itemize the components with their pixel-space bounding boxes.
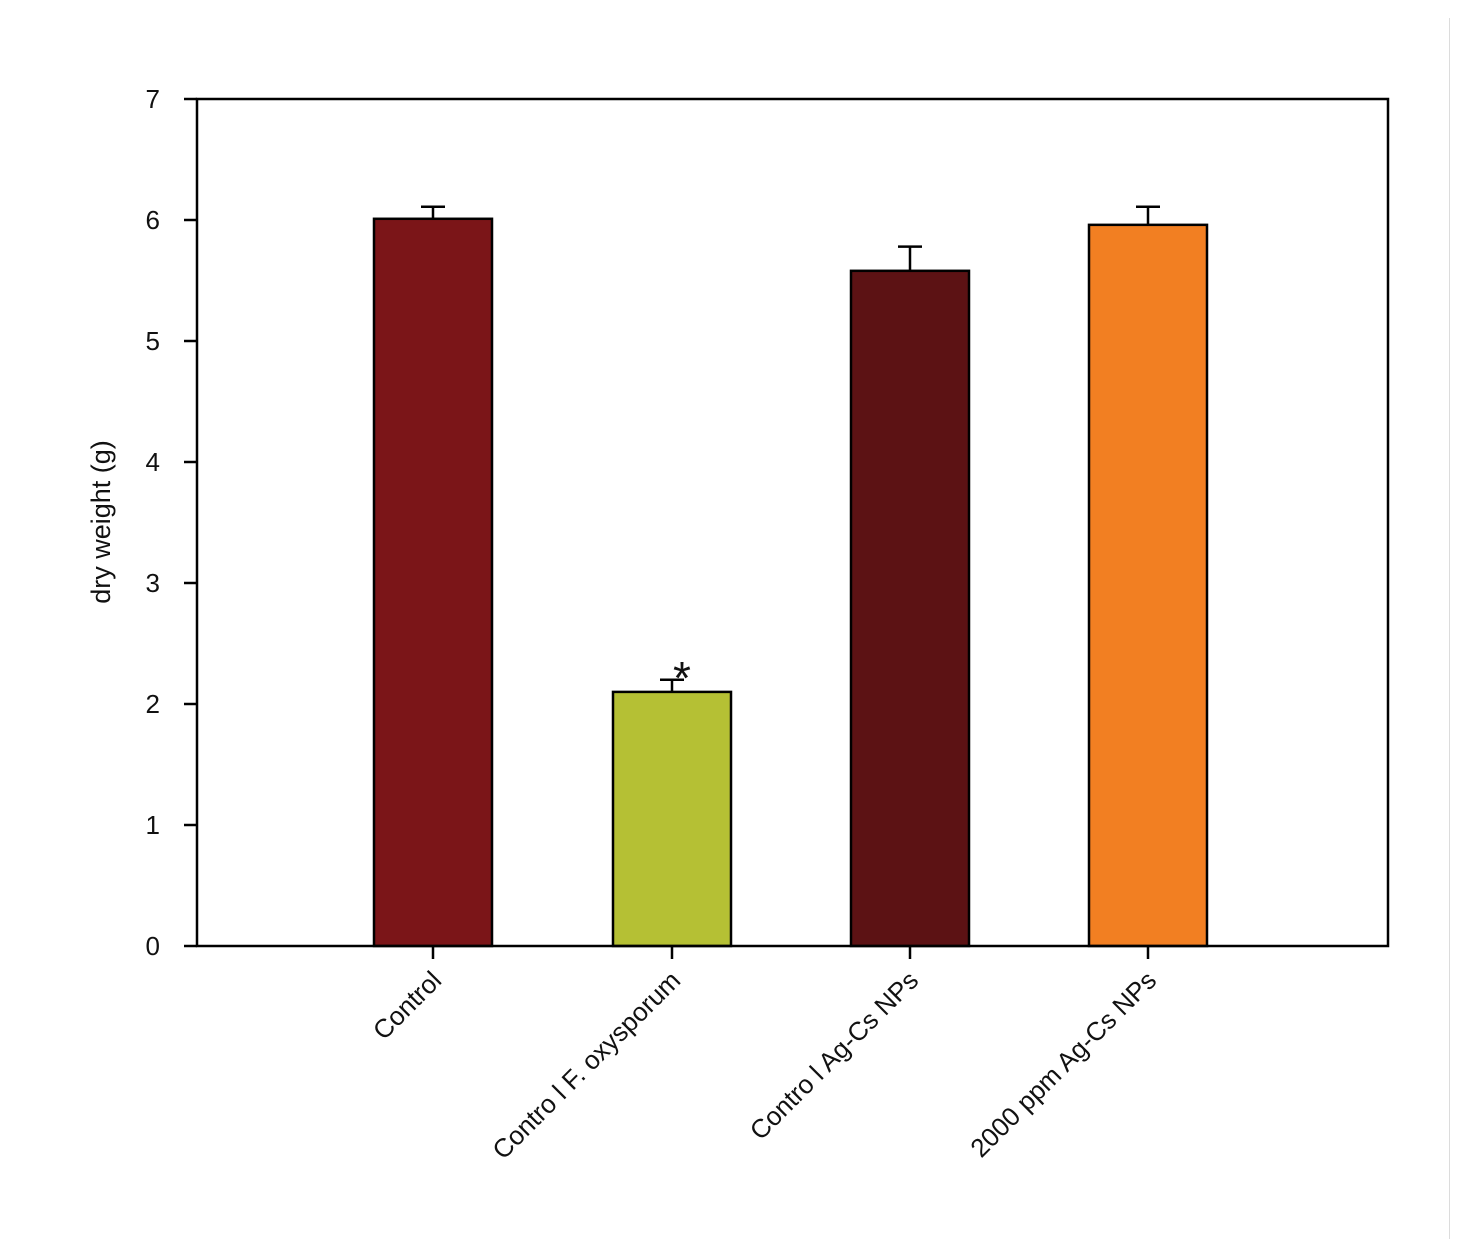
y-tick-label: 2 [146, 689, 160, 719]
bar [1087, 223, 1209, 948]
significance-asterisk: * [673, 652, 691, 704]
plot-frame [195, 97, 1390, 948]
bar [849, 269, 971, 948]
x-axis: Control Contro l F. oxysporum Contro l Ag-… [367, 946, 1162, 1165]
y-tick-label: 1 [146, 810, 160, 840]
bar [372, 217, 494, 948]
y-tick-label: 3 [146, 568, 160, 598]
plot-marks: * [372, 205, 1209, 948]
y-tick-label: 4 [146, 447, 160, 477]
x-tick-label: Contro l Ag-Cs NPs [744, 965, 925, 1146]
x-tick-label: Contro l F. oxysporum [486, 965, 686, 1165]
page-edge-divider [1449, 18, 1450, 1239]
y-tick-label: 5 [146, 326, 160, 356]
x-tick-label: Control [367, 965, 447, 1045]
y-axis: 0 1 2 3 4 5 6 7 [146, 84, 197, 961]
y-axis-title: dry weight (g) [86, 440, 116, 604]
y-tick-label: 7 [146, 84, 160, 114]
x-tick-label: 2000 ppm Ag-Cs NPs [964, 965, 1162, 1163]
y-tick-label: 6 [146, 205, 160, 235]
y-tick-label: 0 [146, 931, 160, 961]
bar [611, 690, 733, 948]
